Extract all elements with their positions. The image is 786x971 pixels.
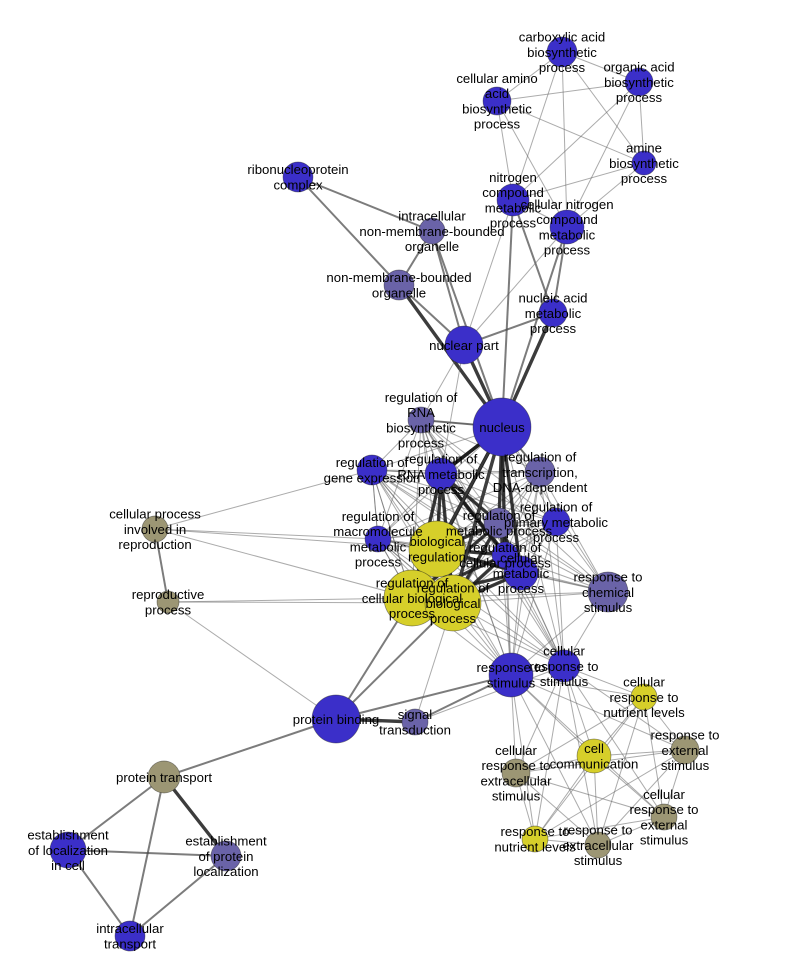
svg-text:ribonucleoprotein: ribonucleoprotein xyxy=(247,162,348,177)
svg-text:biosynthetic: biosynthetic xyxy=(527,45,597,60)
svg-text:nuclear part: nuclear part xyxy=(429,338,499,353)
svg-text:stimulus: stimulus xyxy=(540,674,589,689)
svg-text:nutrient levels: nutrient levels xyxy=(603,705,685,720)
svg-text:organic acid: organic acid xyxy=(603,60,674,75)
svg-text:process: process xyxy=(530,321,577,336)
svg-text:non-membrane-bounded: non-membrane-bounded xyxy=(326,270,471,285)
svg-text:involved in: involved in xyxy=(124,522,186,537)
svg-text:reproduction: reproduction xyxy=(118,537,191,552)
svg-text:biosynthetic: biosynthetic xyxy=(609,156,679,171)
svg-text:response to: response to xyxy=(630,802,699,817)
svg-text:metabolic: metabolic xyxy=(485,200,542,215)
svg-text:response to: response to xyxy=(651,728,720,743)
svg-text:regulation of: regulation of xyxy=(417,581,490,596)
svg-text:regulation of: regulation of xyxy=(342,509,415,524)
svg-text:process: process xyxy=(398,436,445,451)
svg-text:process: process xyxy=(544,243,591,258)
svg-text:in cell: in cell xyxy=(51,858,85,873)
svg-text:biosynthetic: biosynthetic xyxy=(386,420,456,435)
svg-text:compound: compound xyxy=(482,185,544,200)
svg-text:localization: localization xyxy=(193,864,258,879)
svg-text:cellular process: cellular process xyxy=(109,507,201,522)
svg-text:regulation: regulation xyxy=(408,549,466,564)
svg-text:cellular amino: cellular amino xyxy=(456,71,537,86)
svg-text:establishment: establishment xyxy=(27,828,109,843)
svg-text:extracellular: extracellular xyxy=(480,773,552,788)
svg-text:biological: biological xyxy=(410,534,465,549)
svg-text:cellular: cellular xyxy=(495,743,537,758)
svg-text:nucleus: nucleus xyxy=(479,420,525,435)
svg-text:metabolic: metabolic xyxy=(493,566,550,581)
svg-text:transport: transport xyxy=(104,936,156,951)
svg-text:establishment: establishment xyxy=(185,834,267,849)
svg-text:stimulus: stimulus xyxy=(574,853,623,868)
svg-text:RNA metabolic: RNA metabolic xyxy=(397,467,485,482)
svg-text:intracellular: intracellular xyxy=(96,921,164,936)
svg-text:stimulus: stimulus xyxy=(492,789,541,804)
svg-text:metabolic: metabolic xyxy=(539,227,596,242)
svg-text:biological: biological xyxy=(426,596,481,611)
svg-text:nitrogen: nitrogen xyxy=(489,170,537,185)
svg-text:reproductive: reproductive xyxy=(132,587,205,602)
svg-text:regulation of: regulation of xyxy=(385,390,458,405)
svg-text:process: process xyxy=(474,117,521,132)
svg-text:carboxylic acid: carboxylic acid xyxy=(519,30,606,45)
svg-text:process: process xyxy=(616,90,663,105)
svg-text:regulation of: regulation of xyxy=(463,508,536,523)
svg-text:protein binding: protein binding xyxy=(293,712,380,727)
svg-text:external: external xyxy=(641,817,688,832)
svg-text:complex: complex xyxy=(273,177,323,192)
svg-text:stimulus: stimulus xyxy=(640,833,689,848)
svg-text:non-membrane-bounded: non-membrane-bounded xyxy=(359,224,504,239)
svg-text:RNA: RNA xyxy=(407,405,435,420)
svg-text:metabolic: metabolic xyxy=(350,539,407,554)
svg-text:cellular: cellular xyxy=(500,551,542,566)
svg-text:process: process xyxy=(621,171,668,186)
svg-text:organelle: organelle xyxy=(405,239,459,254)
svg-text:response to: response to xyxy=(610,690,679,705)
svg-text:cellular: cellular xyxy=(643,787,685,802)
svg-text:process: process xyxy=(355,555,402,570)
svg-text:response to: response to xyxy=(530,659,599,674)
svg-text:response to: response to xyxy=(564,823,633,838)
svg-text:biosynthetic: biosynthetic xyxy=(462,101,532,116)
svg-text:regulation of: regulation of xyxy=(504,450,577,465)
svg-text:extracellular: extracellular xyxy=(562,838,634,853)
svg-text:biosynthetic: biosynthetic xyxy=(604,75,674,90)
svg-text:signal: signal xyxy=(398,707,433,722)
svg-text:cellular: cellular xyxy=(623,675,665,690)
svg-text:nucleic acid: nucleic acid xyxy=(519,291,588,306)
svg-text:amine: amine xyxy=(626,141,662,156)
svg-text:process: process xyxy=(539,60,586,75)
svg-text:transduction: transduction xyxy=(379,722,451,737)
svg-text:transcription,: transcription, xyxy=(502,465,578,480)
svg-text:response to: response to xyxy=(574,570,643,585)
svg-text:external: external xyxy=(662,743,709,758)
svg-text:DNA-dependent: DNA-dependent xyxy=(493,480,588,495)
svg-text:protein transport: protein transport xyxy=(116,770,212,785)
svg-text:of localization: of localization xyxy=(28,843,108,858)
svg-text:process: process xyxy=(430,611,477,626)
svg-text:stimulus: stimulus xyxy=(584,600,633,615)
svg-text:cell: cell xyxy=(584,741,604,756)
svg-text:acid: acid xyxy=(485,86,509,101)
svg-text:stimulus: stimulus xyxy=(661,758,710,773)
svg-text:response to: response to xyxy=(482,758,551,773)
svg-text:process: process xyxy=(145,602,192,617)
svg-text:metabolic: metabolic xyxy=(525,306,582,321)
svg-text:communication: communication xyxy=(550,756,639,771)
svg-text:of protein: of protein xyxy=(199,849,254,864)
svg-text:organelle: organelle xyxy=(372,285,426,300)
svg-text:stimulus: stimulus xyxy=(487,675,536,690)
svg-text:process: process xyxy=(498,581,545,596)
svg-text:chemical: chemical xyxy=(582,585,634,600)
svg-text:cellular: cellular xyxy=(543,644,585,659)
svg-text:process: process xyxy=(418,482,465,497)
svg-text:compound: compound xyxy=(536,212,598,227)
svg-text:regulation of: regulation of xyxy=(405,452,478,467)
svg-text:response to: response to xyxy=(501,824,570,839)
svg-text:intracellular: intracellular xyxy=(398,209,466,224)
